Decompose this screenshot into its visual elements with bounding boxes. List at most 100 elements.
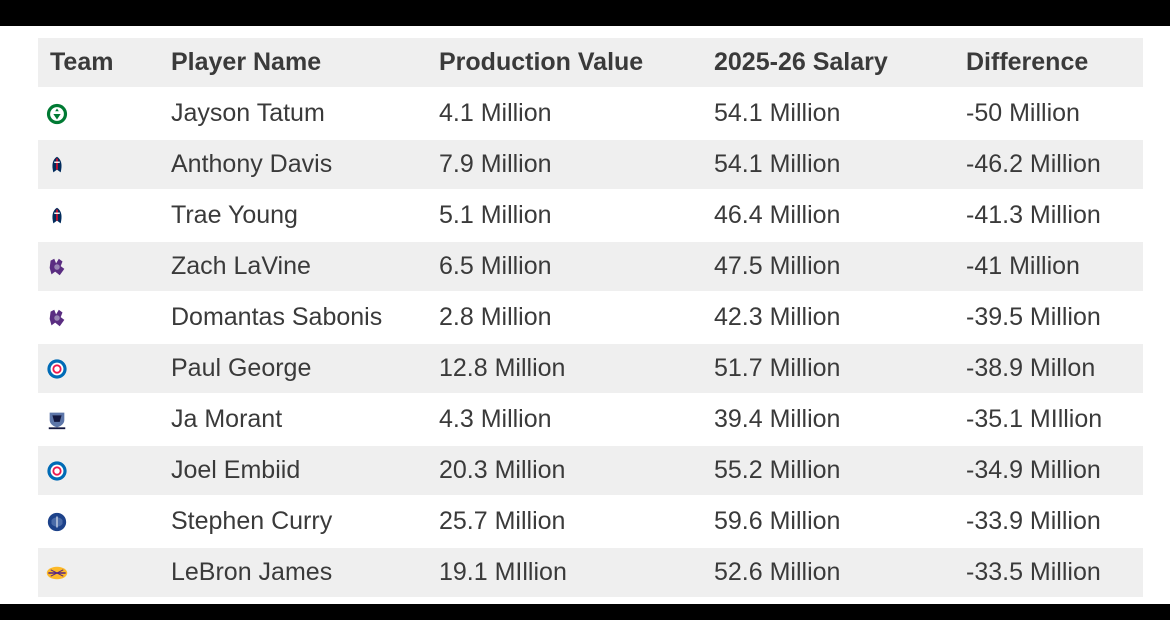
- production-value-cell: 4.1 Million: [427, 89, 698, 138]
- column-divider: [155, 38, 159, 87]
- column-divider: [698, 395, 702, 444]
- team-cell: [38, 293, 155, 342]
- player-name-cell: Paul George: [159, 344, 423, 393]
- salary-cell: 42.3 Million: [702, 293, 950, 342]
- team-cell: [38, 191, 155, 240]
- difference-cell: -46.2 Million: [954, 140, 1143, 189]
- header-production-value: Production Value: [427, 38, 698, 87]
- header-salary: 2025-26 Salary: [702, 38, 950, 87]
- column-divider: [155, 497, 159, 546]
- column-divider: [950, 344, 954, 393]
- difference-cell: -33.9 Million: [954, 497, 1143, 546]
- player-name-cell: Stephen Curry: [159, 497, 423, 546]
- salary-cell: 47.5 Million: [702, 242, 950, 291]
- difference-cell: -35.1 MIllion: [954, 395, 1143, 444]
- player-name-cell: Joel Embiid: [159, 446, 423, 495]
- column-divider: [698, 344, 702, 393]
- bottom-black-bar: [0, 604, 1170, 620]
- team-cell: [38, 344, 155, 393]
- player-name-cell: LeBron James: [159, 548, 423, 597]
- difference-cell: -38.9 Millon: [954, 344, 1143, 393]
- difference-cell: -41 Million: [954, 242, 1143, 291]
- salary-cell: 59.6 Million: [702, 497, 950, 546]
- column-divider: [155, 395, 159, 444]
- column-divider: [423, 242, 427, 291]
- warriors-logo-icon: [46, 511, 68, 533]
- salary-table: Team Player Name Production Value 2025-2…: [38, 38, 1143, 597]
- column-divider: [950, 548, 954, 597]
- column-divider: [698, 497, 702, 546]
- team-cell: [38, 89, 155, 138]
- salary-cell: 54.1 Million: [702, 89, 950, 138]
- column-divider: [423, 395, 427, 444]
- column-divider: [698, 191, 702, 240]
- column-divider: [698, 242, 702, 291]
- salary-cell: 52.6 Million: [702, 548, 950, 597]
- column-divider: [698, 38, 702, 87]
- column-divider: [423, 497, 427, 546]
- lakers-logo-icon: [46, 562, 68, 584]
- column-divider: [155, 140, 159, 189]
- player-name-cell: Zach LaVine: [159, 242, 423, 291]
- column-divider: [155, 293, 159, 342]
- column-divider: [423, 191, 427, 240]
- column-divider: [950, 89, 954, 138]
- column-divider: [950, 191, 954, 240]
- player-name-cell: Trae Young: [159, 191, 423, 240]
- salary-cell: 54.1 Million: [702, 140, 950, 189]
- top-black-bar: [0, 0, 1170, 26]
- kings-logo-icon: [46, 256, 68, 278]
- column-divider: [423, 38, 427, 87]
- header-difference: Difference: [954, 38, 1143, 87]
- column-divider: [423, 293, 427, 342]
- production-value-cell: 20.3 Million: [427, 446, 698, 495]
- column-divider: [950, 140, 954, 189]
- column-divider: [950, 395, 954, 444]
- column-divider: [155, 548, 159, 597]
- column-divider: [155, 242, 159, 291]
- difference-cell: -41.3 Million: [954, 191, 1143, 240]
- production-value-cell: 12.8 Million: [427, 344, 698, 393]
- production-value-cell: 25.7 Million: [427, 497, 698, 546]
- salary-cell: 55.2 Million: [702, 446, 950, 495]
- column-divider: [698, 293, 702, 342]
- column-divider: [423, 548, 427, 597]
- 76ers-logo-icon: [46, 358, 68, 380]
- column-divider: [950, 497, 954, 546]
- wizards-logo-icon: [46, 154, 68, 176]
- column-divider: [950, 38, 954, 87]
- header-team: Team: [38, 38, 155, 87]
- column-divider: [155, 191, 159, 240]
- salary-cell: 51.7 Million: [702, 344, 950, 393]
- column-divider: [155, 89, 159, 138]
- difference-cell: -34.9 Million: [954, 446, 1143, 495]
- grizzlies-logo-icon: [46, 409, 68, 431]
- difference-cell: -39.5 Million: [954, 293, 1143, 342]
- celtics-logo-icon: [46, 103, 68, 125]
- column-divider: [698, 446, 702, 495]
- column-divider: [698, 89, 702, 138]
- header-player-name: Player Name: [159, 38, 423, 87]
- column-divider: [950, 293, 954, 342]
- team-cell: [38, 395, 155, 444]
- production-value-cell: 19.1 MIllion: [427, 548, 698, 597]
- team-cell: [38, 140, 155, 189]
- difference-cell: -33.5 Million: [954, 548, 1143, 597]
- column-divider: [423, 344, 427, 393]
- column-divider: [155, 446, 159, 495]
- salary-cell: 46.4 Million: [702, 191, 950, 240]
- production-value-cell: 4.3 Million: [427, 395, 698, 444]
- player-name-cell: Ja Morant: [159, 395, 423, 444]
- column-divider: [423, 446, 427, 495]
- team-cell: [38, 548, 155, 597]
- column-divider: [698, 140, 702, 189]
- team-cell: [38, 446, 155, 495]
- wizards-logo-icon: [46, 205, 68, 227]
- player-name-cell: Jayson Tatum: [159, 89, 423, 138]
- player-name-cell: Domantas Sabonis: [159, 293, 423, 342]
- production-value-cell: 7.9 Million: [427, 140, 698, 189]
- player-name-cell: Anthony Davis: [159, 140, 423, 189]
- team-cell: [38, 242, 155, 291]
- column-divider: [423, 140, 427, 189]
- 76ers-logo-icon: [46, 460, 68, 482]
